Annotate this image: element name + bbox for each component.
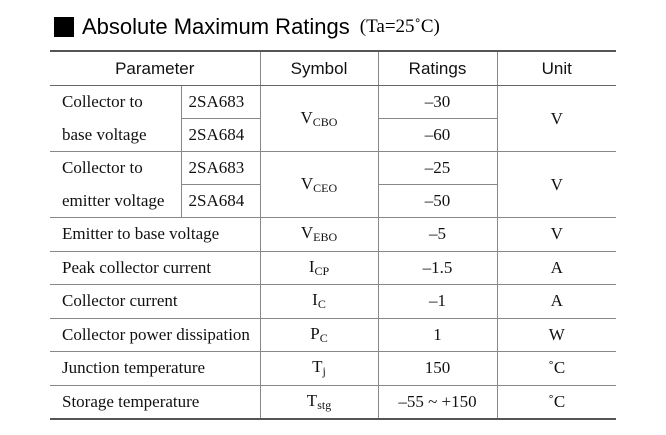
rating-cell: –50: [377, 184, 497, 218]
unit-cell: W: [496, 317, 616, 352]
parameter-cell: emitter voltage: [62, 190, 165, 210]
parameter-cell: Collector current: [50, 284, 260, 318]
table-row: Junction temperature Tj 150 ˚C: [50, 351, 616, 385]
symbol-cell: PC: [259, 317, 378, 352]
table-row: Collector power dissipation PC 1 W: [50, 317, 616, 352]
header-parameter: Parameter: [50, 50, 260, 86]
rating-cell: –1: [377, 284, 497, 318]
parameter-cell: Storage temperature: [50, 384, 260, 420]
rating-cell: –60: [377, 118, 497, 152]
table-row: Collector to 2SA683 VCEO –25 V: [50, 151, 616, 218]
section-title: Absolute Maximum Ratings: [82, 14, 350, 39]
table-row: Storage temperature Tstg –55 ~ +150 ˚C: [50, 384, 616, 420]
model-cell: 2SA684: [180, 118, 260, 152]
header-unit: Unit: [496, 50, 616, 86]
table-row: Collector to 2SA683 VCBO –30 V: [50, 85, 616, 152]
unit-cell: V: [496, 217, 616, 251]
symbol-cell: IC: [259, 284, 378, 318]
table-header-row: Parameter Symbol Ratings Unit: [50, 50, 616, 86]
table-row: Collector current IC –1 A: [50, 284, 616, 318]
parameter-cell: Collector to: [62, 92, 143, 112]
unit-cell: V: [496, 85, 616, 152]
heading-square-marker: [54, 17, 74, 37]
symbol-cell: Tstg: [259, 384, 378, 420]
rating-cell: –55 ~ +150: [377, 384, 497, 420]
rating-cell: 1: [377, 317, 497, 352]
table-row: Peak collector current ICP –1.5 A: [50, 250, 616, 285]
unit-cell: ˚C: [496, 351, 616, 385]
header-ratings: Ratings: [377, 50, 497, 86]
symbol-cell: VCBO: [259, 85, 378, 152]
symbol-cell: Tj: [259, 351, 378, 385]
unit-cell: A: [496, 250, 616, 285]
rating-cell: –1.5: [377, 250, 497, 285]
model-cell: 2SA684: [180, 184, 260, 218]
rating-cell: –5: [377, 217, 497, 251]
unit-cell: V: [496, 151, 616, 218]
parameter-cell: base voltage: [62, 124, 147, 144]
symbol-cell: VEBO: [259, 217, 378, 251]
model-cell: 2SA683: [180, 85, 260, 119]
symbol-cell: VCEO: [259, 151, 378, 218]
rating-cell: 150: [377, 351, 497, 385]
rating-cell: –30: [377, 85, 497, 119]
section-heading: Absolute Maximum Ratings (Ta=25˚C): [54, 12, 440, 42]
parameter-cell: Collector power dissipation: [50, 317, 260, 352]
parameter-cell: Junction temperature: [50, 351, 260, 385]
temperature-condition: (Ta=25˚C): [359, 16, 440, 37]
symbol-cell: ICP: [259, 250, 378, 285]
absolute-maximum-ratings-table: Parameter Symbol Ratings Unit Collector …: [50, 50, 616, 420]
parameter-cell: Collector to: [50, 151, 181, 185]
unit-cell: ˚C: [496, 384, 616, 420]
parameter-cell: Peak collector current: [50, 250, 260, 285]
unit-cell: A: [496, 284, 616, 318]
rating-cell: –25: [377, 151, 497, 185]
header-symbol: Symbol: [259, 50, 378, 86]
parameter-cell: Emitter to base voltage: [50, 217, 260, 251]
table-row: base voltage 2SA684 –60: [50, 118, 616, 152]
model-cell: 2SA683: [180, 151, 260, 185]
table-row: Emitter to base voltage VEBO –5 V: [50, 217, 616, 251]
table-row: emitter voltage 2SA684 –50: [50, 184, 616, 218]
